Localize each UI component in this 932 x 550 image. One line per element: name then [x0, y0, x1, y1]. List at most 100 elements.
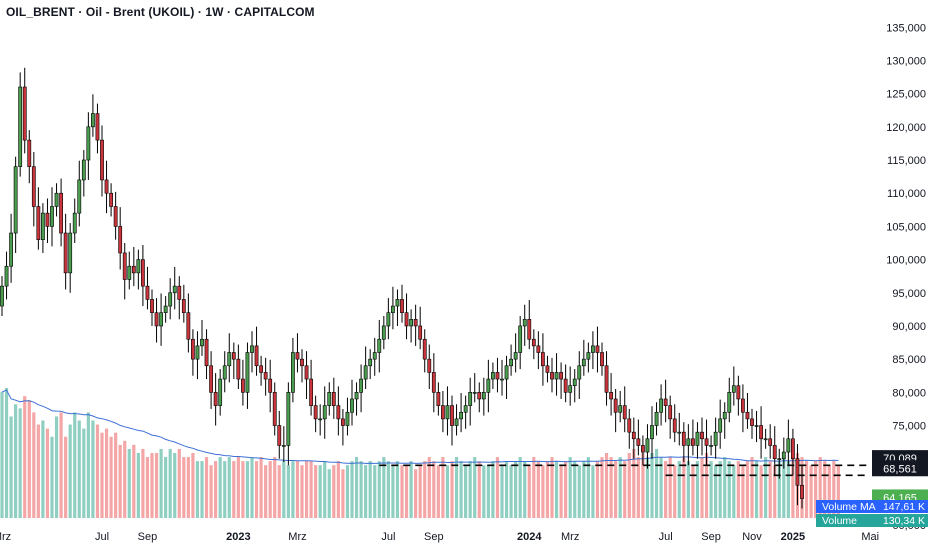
candle[interactable] — [786, 438, 791, 453]
candle[interactable] — [31, 166, 36, 207]
candle[interactable] — [663, 398, 668, 406]
candle[interactable] — [686, 438, 691, 446]
candle[interactable] — [636, 438, 641, 446]
candle[interactable] — [436, 392, 441, 406]
candle[interactable] — [95, 113, 100, 141]
candle[interactable] — [0, 285, 4, 307]
candle[interactable] — [450, 405, 454, 426]
candle[interactable] — [350, 398, 354, 413]
candle[interactable] — [222, 365, 227, 380]
candle[interactable] — [291, 352, 295, 393]
candle[interactable] — [468, 392, 473, 406]
candle[interactable] — [445, 405, 450, 420]
candle[interactable] — [113, 206, 118, 227]
candle[interactable] — [509, 358, 513, 367]
candle[interactable] — [541, 352, 545, 367]
candle[interactable] — [691, 438, 695, 446]
candle[interactable] — [386, 312, 391, 327]
candle[interactable] — [591, 345, 595, 353]
candle[interactable] — [186, 312, 191, 340]
candle[interactable] — [4, 265, 9, 287]
candle[interactable] — [672, 418, 677, 433]
candle[interactable] — [459, 411, 463, 420]
candle[interactable] — [295, 352, 300, 360]
candle[interactable] — [191, 338, 195, 360]
candle[interactable] — [486, 378, 491, 393]
candle[interactable] — [581, 358, 586, 367]
candle[interactable] — [91, 113, 95, 128]
candle[interactable] — [504, 365, 509, 380]
candle[interactable] — [177, 285, 182, 300]
candle[interactable] — [754, 425, 759, 427]
candle[interactable] — [354, 392, 359, 400]
candle[interactable] — [345, 411, 350, 426]
candle[interactable] — [204, 338, 209, 367]
candle[interactable] — [668, 405, 673, 420]
candle[interactable] — [404, 312, 409, 327]
candle[interactable] — [795, 458, 800, 486]
candle[interactable] — [241, 378, 245, 393]
candle[interactable] — [131, 265, 136, 274]
candle[interactable] — [409, 319, 413, 327]
candle[interactable] — [722, 411, 727, 420]
candle[interactable] — [331, 392, 336, 406]
candle[interactable] — [550, 372, 554, 380]
candle[interactable] — [572, 378, 577, 386]
candle[interactable] — [609, 392, 613, 400]
candle[interactable] — [13, 166, 18, 234]
candle[interactable] — [527, 319, 532, 340]
candle[interactable] — [781, 451, 786, 460]
candle[interactable] — [218, 378, 223, 406]
candle[interactable] — [250, 345, 254, 353]
candle[interactable] — [18, 86, 23, 167]
candle[interactable] — [563, 378, 568, 393]
candle[interactable] — [209, 365, 213, 393]
candle[interactable] — [63, 232, 68, 274]
candle[interactable] — [322, 405, 327, 420]
candle[interactable] — [731, 385, 736, 393]
candle[interactable] — [368, 358, 373, 367]
candle[interactable] — [136, 259, 141, 274]
candle[interactable] — [391, 305, 395, 313]
candle[interactable] — [441, 405, 445, 420]
candle[interactable] — [427, 358, 432, 373]
candle[interactable] — [104, 179, 109, 194]
candle[interactable] — [477, 392, 482, 400]
candle[interactable] — [513, 352, 518, 360]
candle[interactable] — [577, 365, 582, 380]
candle[interactable] — [727, 392, 732, 413]
candle[interactable] — [400, 299, 404, 313]
candle[interactable] — [277, 425, 282, 446]
candle[interactable] — [377, 338, 382, 353]
candle[interactable] — [713, 431, 718, 446]
candle[interactable] — [545, 365, 550, 373]
candle[interactable] — [750, 418, 754, 426]
candle[interactable] — [159, 312, 163, 327]
candle[interactable] — [313, 405, 318, 420]
candle[interactable] — [36, 206, 41, 240]
candle[interactable] — [109, 192, 113, 207]
candle[interactable] — [381, 325, 386, 340]
candle[interactable] — [86, 126, 91, 161]
candle[interactable] — [631, 431, 636, 440]
candle[interactable] — [568, 385, 573, 393]
candle[interactable] — [263, 372, 268, 380]
candle[interactable] — [768, 438, 773, 446]
candle[interactable] — [641, 445, 645, 453]
candle[interactable] — [336, 405, 341, 420]
candle[interactable] — [304, 365, 309, 380]
candle[interactable] — [554, 372, 559, 380]
candle[interactable] — [518, 325, 523, 353]
candle[interactable] — [168, 292, 173, 307]
candle[interactable] — [791, 438, 795, 460]
candle[interactable] — [395, 299, 400, 307]
candle[interactable] — [100, 139, 104, 181]
candle[interactable] — [372, 352, 377, 360]
candle[interactable] — [604, 365, 609, 393]
candle[interactable] — [231, 352, 236, 360]
candle[interactable] — [718, 418, 723, 433]
candle[interactable] — [613, 398, 618, 413]
candle[interactable] — [472, 392, 477, 394]
